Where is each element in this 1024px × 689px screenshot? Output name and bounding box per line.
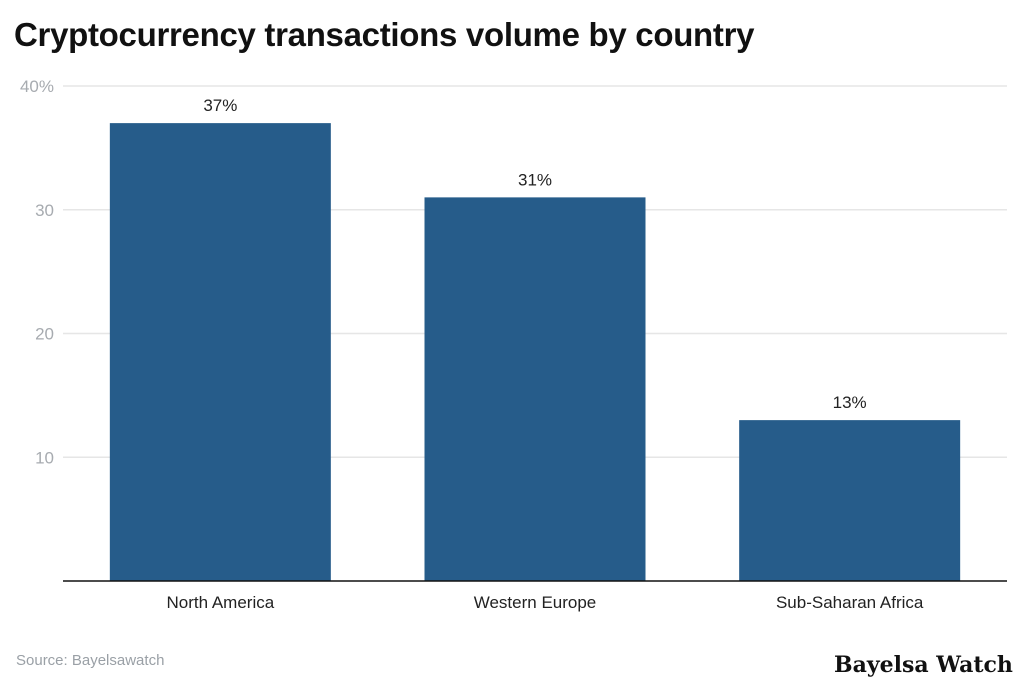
- x-tick-label: Western Europe: [474, 593, 597, 612]
- data-label: 37%: [203, 96, 237, 115]
- bar: [739, 420, 961, 581]
- y-tick-label: 10: [35, 448, 54, 467]
- data-label: 31%: [518, 170, 552, 189]
- x-tick-label: Sub-Saharan Africa: [776, 593, 924, 612]
- y-tick-label: 30: [35, 201, 54, 220]
- x-tick-label: North America: [166, 593, 274, 612]
- source-note: Source: Bayelsawatch: [16, 652, 165, 669]
- chart-title: Cryptocurrency transactions volume by co…: [14, 16, 755, 53]
- bar: [109, 123, 331, 581]
- y-tick-label: 40%: [20, 77, 54, 96]
- bar: [424, 197, 646, 581]
- brand-logo: Bayelsa Watch: [834, 652, 1013, 678]
- data-label: 13%: [833, 393, 867, 412]
- y-tick-label: 20: [35, 325, 54, 344]
